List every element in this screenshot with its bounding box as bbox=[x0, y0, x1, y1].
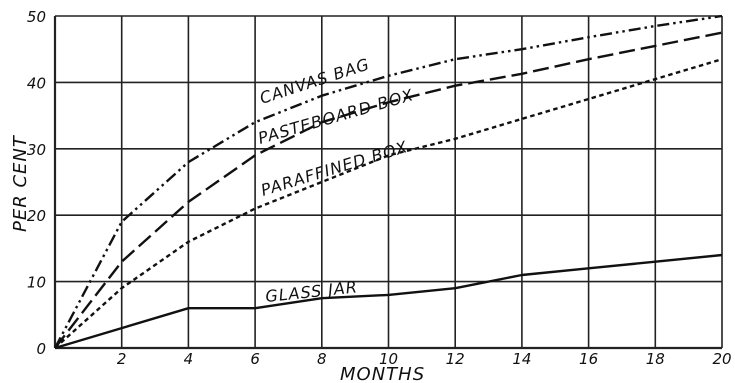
series-line-glass-jar bbox=[54, 253, 723, 350]
x-tick-label-2: 2 bbox=[117, 350, 127, 368]
x-tick-label-8: 8 bbox=[317, 350, 327, 368]
x-axis-label: MONTHS bbox=[340, 364, 425, 383]
y-tick-label-40: 40 bbox=[27, 74, 46, 92]
series-lines bbox=[53, 14, 723, 350]
y-tick-label-0: 0 bbox=[36, 340, 46, 358]
series-line-paraffined-box bbox=[54, 58, 723, 349]
x-tick-label-6: 6 bbox=[250, 350, 260, 368]
x-tick-label-16: 16 bbox=[579, 350, 598, 368]
series-line-canvas-bag bbox=[53, 14, 723, 349]
x-tick-label-4: 4 bbox=[184, 350, 194, 368]
series-label-paraffined-box: PARAFFINED BOX bbox=[259, 137, 410, 200]
series-line-pasteboard-box bbox=[54, 31, 723, 349]
series-label-canvas-bag: CANVAS BAG bbox=[257, 54, 372, 107]
y-tick-label-50: 50 bbox=[27, 8, 46, 26]
y-axis-label: PER CENT bbox=[10, 134, 31, 232]
grid bbox=[53, 15, 723, 350]
x-tick-label-12: 12 bbox=[446, 350, 465, 368]
y-tick-label-30: 30 bbox=[27, 141, 46, 159]
y-tick-label-20: 20 bbox=[27, 207, 46, 225]
y-tick-label-10: 10 bbox=[27, 274, 46, 292]
tick-labels: 2 4 6 8 10 12 14 16 18 20 0 10 20 30 40 50 bbox=[27, 8, 732, 368]
x-tick-label-20: 20 bbox=[712, 350, 731, 368]
x-tick-label-14: 14 bbox=[512, 350, 531, 368]
x-tick-label-10: 10 bbox=[379, 350, 398, 368]
series-labels: CANVAS BAG PASTEBOARD BOX PARAFFINED BOX… bbox=[256, 54, 416, 306]
x-tick-label-18: 18 bbox=[646, 350, 665, 368]
